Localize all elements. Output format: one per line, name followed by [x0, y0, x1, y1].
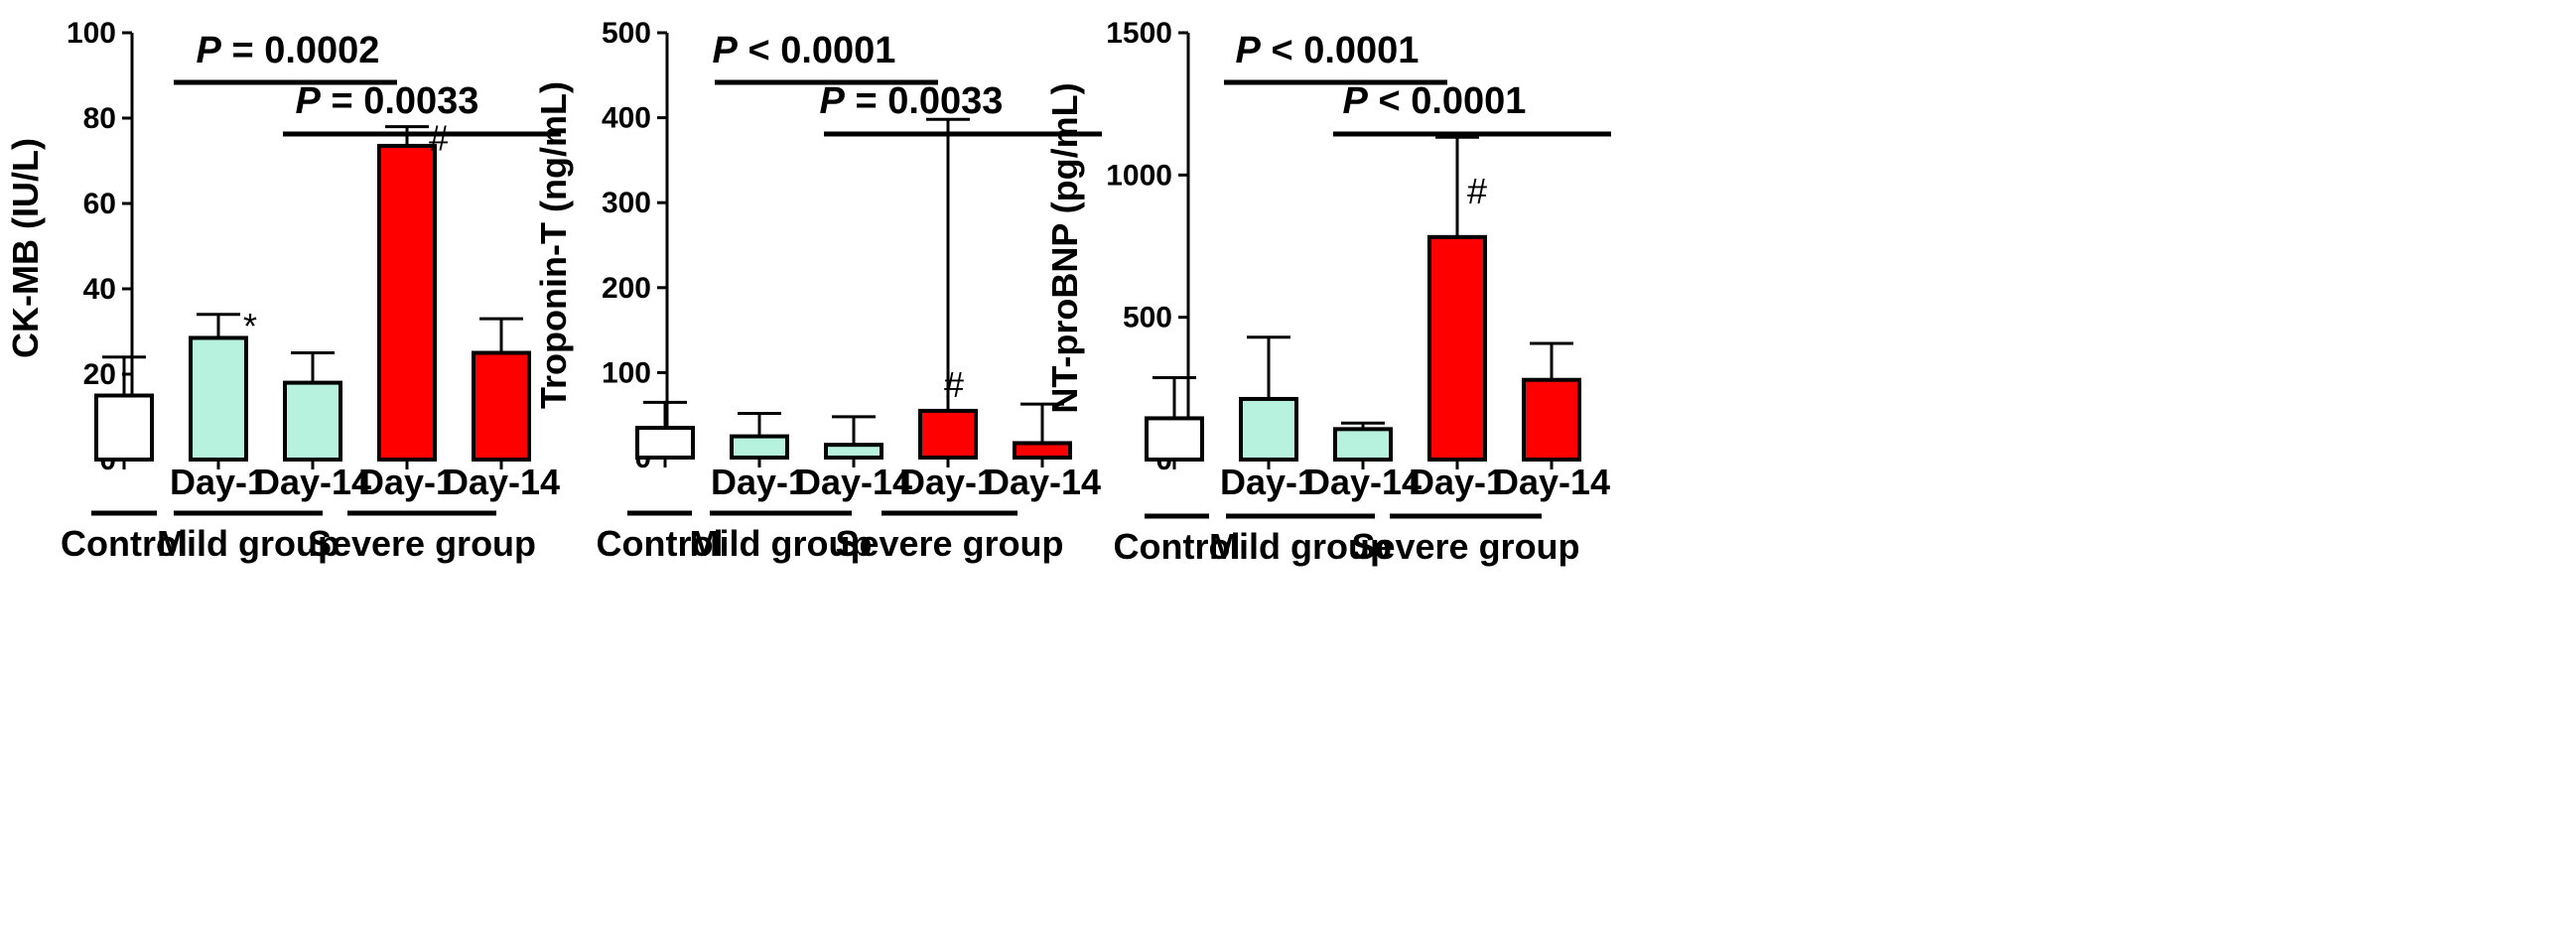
bar	[1522, 377, 1581, 463]
y-tick-label: 100	[602, 356, 651, 389]
x-category-label: Day-1	[1220, 462, 1317, 502]
p-value-text: < 0.0001	[738, 30, 896, 71]
x-category-label: Day-14	[443, 462, 560, 502]
y-tick-label: 200	[602, 272, 651, 305]
p-value-text: = 0.0033	[845, 80, 1004, 122]
x-category-label: Day-14	[984, 462, 1101, 502]
group-label-severe: Severe group	[1351, 526, 1579, 567]
y-axis-label: Troponin-T (ng/mL)	[533, 81, 574, 409]
bar	[1239, 396, 1298, 463]
y-tick-label: 100	[67, 17, 116, 50]
x-category-label: Day-1	[899, 462, 997, 502]
p-value-label: P = 0.0033	[296, 80, 479, 122]
group-label-severe: Severe group	[835, 523, 1063, 564]
bar	[472, 350, 531, 462]
p-value-label: P = 0.0002	[197, 30, 380, 71]
bar	[918, 408, 978, 461]
p-value-text: < 0.0001	[1261, 30, 1420, 71]
y-axis-label: NT-proBNP (pg/mL)	[1044, 82, 1085, 413]
p-value-text: = 0.0033	[321, 80, 479, 122]
x-category-label: Day-14	[254, 462, 371, 502]
x-category-label: Day-1	[358, 462, 456, 502]
p-value-label: P = 0.0033	[820, 80, 1004, 122]
p-value-label: P < 0.0001	[1343, 80, 1527, 122]
y-tick-label: 500	[1123, 302, 1172, 334]
y-tick-label: 1000	[1106, 159, 1172, 192]
x-category-label: Day-14	[1304, 462, 1422, 502]
bar	[1013, 441, 1072, 460]
p-symbol: P	[1343, 80, 1369, 122]
bar	[1427, 234, 1487, 462]
p-symbol: P	[296, 80, 322, 122]
group-label-severe: Severe group	[308, 523, 536, 564]
bar	[730, 434, 789, 461]
significance-mark: #	[429, 118, 449, 159]
bar	[635, 426, 695, 461]
x-category-label: Day-1	[1409, 462, 1506, 502]
group-label-mild: Mild group	[1209, 526, 1392, 567]
x-category-label: Day-14	[795, 462, 912, 502]
p-symbol: P	[713, 30, 739, 71]
group-label-control: Control	[61, 523, 188, 564]
y-tick-label: 1500	[1106, 17, 1172, 50]
chart-panel-3: 050010001500NT-proBNP (pg/mL)Day-1Day-14…	[1044, 17, 1611, 567]
y-tick-label: 20	[83, 358, 116, 391]
p-symbol: P	[1236, 30, 1262, 71]
group-label-mild: Mild group	[157, 523, 339, 564]
x-category-label: Day-1	[711, 462, 808, 502]
significance-mark: #	[1467, 171, 1487, 211]
y-tick-label: 500	[602, 17, 651, 50]
p-value-text: = 0.0002	[221, 30, 380, 71]
bar	[94, 393, 154, 462]
p-value-label: P < 0.0001	[1236, 30, 1420, 71]
y-tick-label: 300	[602, 187, 651, 219]
group-label-control: Control	[1114, 526, 1241, 567]
group-label-control: Control	[597, 523, 724, 564]
y-axis-label: CK-MB (IU/L)	[5, 138, 46, 358]
bar	[1145, 416, 1204, 462]
p-value-label: P < 0.0001	[713, 30, 896, 71]
group-label-mild: Mild group	[690, 523, 873, 564]
y-tick-label: 60	[83, 188, 116, 220]
p-value-text: < 0.0001	[1368, 80, 1527, 122]
p-symbol: P	[820, 80, 846, 122]
bar	[189, 335, 248, 463]
bar	[1333, 427, 1393, 462]
bar	[377, 143, 437, 462]
significance-mark: #	[944, 364, 964, 405]
chart-panel-1: 020406080100CK-MB (IU/L)Day-1*Day-14Day-…	[5, 17, 561, 564]
bar	[283, 380, 342, 463]
bar	[824, 443, 883, 461]
y-tick-label: 400	[602, 102, 651, 135]
chart-panel-2: 0100200300400500Troponin-T (ng/mL)Day-1D…	[533, 17, 1102, 564]
x-category-label: Day-14	[1493, 462, 1610, 502]
x-category-label: Day-1	[170, 462, 267, 502]
y-tick-label: 80	[83, 102, 116, 135]
p-symbol: P	[197, 30, 222, 71]
significance-mark: *	[243, 306, 257, 346]
y-tick-label: 40	[83, 273, 116, 306]
